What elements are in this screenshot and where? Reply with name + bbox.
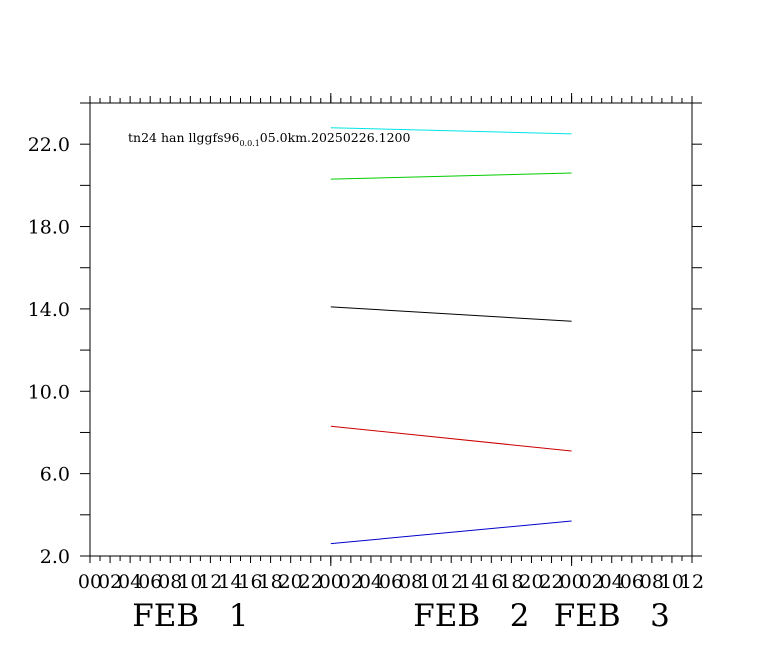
x-tick-label: 08 [640,571,664,593]
y-tick-label: 22.0 [28,134,70,156]
x-tick-label: 22 [299,571,323,593]
x-tick-label: 00 [560,571,584,593]
x-tick-label: 04 [118,571,142,593]
date-label: FEB 1 [132,598,248,634]
x-tick-label: 16 [238,571,262,593]
x-tick-label: 00 [78,571,102,593]
x-tick-label: 14 [459,571,483,593]
y-tick-label: 10.0 [28,381,70,403]
series-lines [330,127,572,545]
x-tick-label: 20 [519,571,543,593]
x-tick-label: 06 [620,571,644,593]
x-tick-label: 10 [419,571,443,593]
x-tick-label: 06 [379,571,403,593]
x-tick-label: 00 [319,571,343,593]
x-tick-labels: 0002040608101214161820220002040608101214… [78,571,704,593]
y-tick-label: 6.0 [40,464,70,486]
x-tick-label: 02 [98,571,122,593]
y-tick-label: 14.0 [28,299,70,321]
x-tick-label: 04 [359,571,383,593]
x-tick-label: 14 [218,571,242,593]
date-label: FEB 2 [413,598,529,634]
x-tick-label: 10 [178,571,202,593]
x-tick-label: 04 [600,571,624,593]
x-tick-label: 10 [660,571,684,593]
series-line [330,306,572,322]
x-tick-label: 12 [680,571,704,593]
plot-frame [89,102,693,557]
axis-ticks [80,93,702,566]
series-line [330,127,572,135]
x-tick-label: 06 [138,571,162,593]
x-tick-label: 18 [259,571,283,593]
x-tick-label: 18 [499,571,523,593]
x-tick-label: 02 [580,571,604,593]
y-tick-label: 18.0 [28,217,70,239]
y-tick-labels: 2.0 6.0 10.0 14.0 18.0 22.0 [28,134,70,568]
x-tick-label: 16 [479,571,503,593]
x-tick-label: 12 [439,571,463,593]
x-tick-label: 12 [198,571,222,593]
series-line [330,172,572,180]
y-tick-label: 2.0 [40,546,70,568]
x-tick-label: 20 [279,571,303,593]
x-tick-label: 08 [399,571,423,593]
date-labels: FEB 1 FEB 2 FEB 3 [132,598,670,634]
series-line [330,425,572,452]
date-label: FEB 3 [554,598,670,634]
x-tick-label: 22 [539,571,563,593]
series-line [330,520,572,545]
chart-title: tn24 han llggfs960.0.105.0km.20250226.12… [128,130,410,148]
x-tick-label: 02 [339,571,363,593]
x-tick-label: 08 [158,571,182,593]
